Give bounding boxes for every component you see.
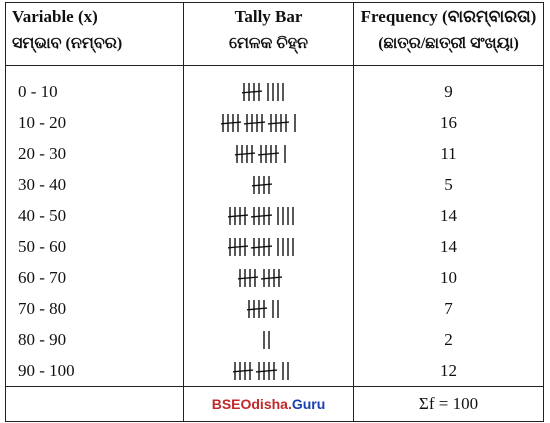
credit-main: BSEOdisha. — [211, 396, 292, 412]
tally-cross-stroke — [260, 276, 282, 280]
frequency-cell: 2 — [353, 324, 544, 355]
variable-cell: 0 - 10 — [5, 65, 184, 107]
tally-cross-stroke — [242, 90, 263, 94]
tally-header: Tally Bar ମେଳକ ଚିହ୍ନ — [183, 2, 354, 66]
table-row: 70 - 80 7 — [5, 293, 544, 324]
frequency-cell: 12 — [353, 355, 544, 387]
tally-cross-stroke — [237, 276, 258, 280]
table-row: 30 - 40 5 — [5, 169, 544, 200]
tally-cross-stroke — [227, 214, 248, 218]
variable-header-or: ସମ୍ଭାବ (ନମ୍ବର) — [12, 35, 123, 52]
tally-marks — [227, 238, 294, 257]
tally-cell — [183, 200, 354, 231]
tally-marks — [235, 145, 286, 164]
table-row: 80 - 90 2 — [5, 324, 544, 355]
tally-cross-stroke — [255, 369, 277, 373]
tally-cross-stroke — [267, 121, 289, 125]
tally-cross-stroke — [243, 121, 265, 125]
tally-cross-stroke — [250, 214, 272, 218]
tally-cross-stroke — [227, 245, 248, 249]
variable-cell: 30 - 40 — [5, 169, 184, 200]
tally-marks — [237, 269, 282, 288]
variable-cell: 50 - 60 — [5, 231, 184, 262]
variable-cell: 10 - 20 — [5, 107, 184, 138]
frequency-cell: 11 — [353, 138, 544, 169]
frequency-cell: 16 — [353, 107, 544, 138]
table-row: 60 - 70 10 — [5, 262, 544, 293]
tally-cell — [183, 324, 354, 355]
tally-cross-stroke — [235, 152, 256, 156]
frequency-header-or: (ଛାତ୍ର/ଛାତ୍ରୀ ସଂଖ୍ୟା) — [378, 35, 519, 52]
frequency-table: Variable (x) ସମ୍ଭାବ (ନମ୍ବର) Tally Bar ମେ… — [5, 2, 544, 422]
table-row: 10 - 20 16 — [5, 107, 544, 138]
header-row: Variable (x) ସମ୍ଭାବ (ନମ୍ବର) Tally Bar ମେ… — [5, 2, 544, 66]
tally-marks — [262, 331, 270, 350]
tally-cell — [183, 262, 354, 293]
tally-marks — [252, 176, 273, 195]
table-row: 90 - 100 12 — [5, 355, 544, 387]
tally-cross-stroke — [250, 245, 272, 249]
tally-marks — [247, 300, 279, 319]
tally-marks — [220, 114, 296, 133]
frequency-header-en: Frequency (ବାରମ୍ବାରତା) — [360, 7, 537, 26]
table-row: 0 - 10 9 — [5, 65, 544, 107]
frequency-cell: 5 — [353, 169, 544, 200]
tally-cross-stroke — [252, 183, 273, 187]
tally-cell — [183, 355, 354, 387]
tally-cell — [183, 231, 354, 262]
table-body: 0 - 10 9 10 - 20 16 20 - 30 11 30 - 40 5 40 - 50… — [5, 65, 544, 387]
tally-cell — [183, 107, 354, 138]
table-row: 50 - 60 14 — [5, 231, 544, 262]
table-row: 20 - 30 11 — [5, 138, 544, 169]
frequency-cell: 14 — [353, 200, 544, 231]
frequency-cell: 14 — [353, 231, 544, 262]
variable-cell: 20 - 30 — [5, 138, 184, 169]
variable-cell: 80 - 90 — [5, 324, 184, 355]
tally-cross-stroke — [220, 121, 241, 125]
tally-marks — [232, 362, 289, 381]
frequency-cell: 9 — [353, 65, 544, 107]
credit-suffix: Guru — [291, 396, 326, 412]
variable-header-en: Variable (x) — [12, 7, 98, 26]
variable-header: Variable (x) ସମ୍ଭାବ (ନମ୍ବର) — [5, 2, 184, 66]
tally-marks — [227, 207, 294, 226]
frequency-table-container: Variable (x) ସମ୍ଭାବ (ନମ୍ବର) Tally Bar ମେ… — [5, 2, 544, 422]
footer-empty-cell — [5, 386, 184, 422]
tally-cell — [183, 169, 354, 200]
footer-row: BSEOdisha.Guru Σf = 100 — [5, 386, 544, 422]
frequency-cell: 7 — [353, 293, 544, 324]
tally-cross-stroke — [257, 152, 280, 156]
variable-cell: 60 - 70 — [5, 262, 184, 293]
variable-cell: 70 - 80 — [5, 293, 184, 324]
tally-header-en: Tally Bar — [234, 7, 303, 26]
variable-cell: 40 - 50 — [5, 200, 184, 231]
frequency-header: Frequency (ବାରମ୍ବାରତା) (ଛାତ୍ର/ଛାତ୍ରୀ ସଂଖ… — [353, 2, 544, 66]
tally-cell — [183, 293, 354, 324]
variable-cell: 90 - 100 — [5, 355, 184, 387]
tally-cell — [183, 65, 354, 107]
tally-cross-stroke — [232, 369, 253, 373]
site-credit: BSEOdisha.Guru — [183, 386, 354, 422]
tally-header-or: ମେଳକ ଚିହ୍ନ — [228, 35, 309, 52]
frequency-cell: 10 — [353, 262, 544, 293]
frequency-sum: Σf = 100 — [353, 386, 544, 422]
tally-cell — [183, 138, 354, 169]
tally-cross-stroke — [247, 307, 268, 311]
table-row: 40 - 50 14 — [5, 200, 544, 231]
tally-marks — [242, 83, 284, 102]
